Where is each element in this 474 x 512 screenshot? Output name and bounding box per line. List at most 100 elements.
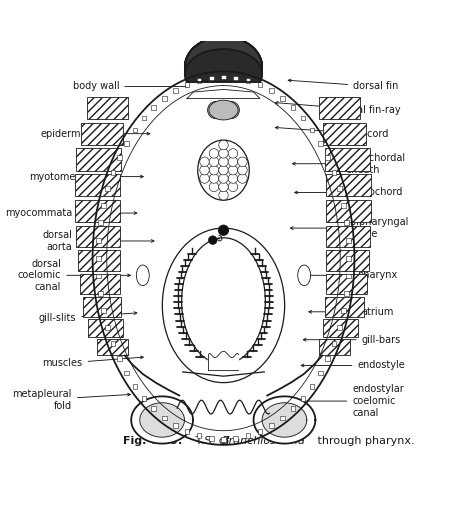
Text: notochord: notochord [295, 187, 402, 198]
Bar [75, 174, 120, 196]
Bar [291, 105, 295, 110]
Circle shape [209, 157, 219, 166]
Bar [221, 75, 226, 79]
Polygon shape [187, 90, 260, 98]
Polygon shape [185, 37, 262, 72]
Bar [105, 325, 110, 330]
Bar [310, 384, 314, 389]
Bar [233, 75, 238, 80]
FancyBboxPatch shape [215, 101, 232, 119]
Circle shape [209, 236, 217, 244]
Text: metapleural
fold: metapleural fold [13, 389, 130, 411]
Circle shape [209, 165, 219, 175]
Ellipse shape [208, 101, 224, 119]
Text: epipharyngal
groove: epipharyngal groove [291, 217, 409, 239]
Bar [76, 226, 120, 247]
Bar [346, 238, 351, 243]
Ellipse shape [298, 265, 310, 286]
Bar [82, 297, 121, 316]
Circle shape [209, 182, 219, 191]
Text: through pharynx.: through pharynx. [314, 436, 415, 446]
Ellipse shape [198, 140, 249, 200]
Bar [332, 170, 337, 175]
Bar [337, 325, 342, 330]
Bar [325, 356, 330, 361]
Bar [87, 97, 128, 119]
Bar [346, 256, 351, 261]
Circle shape [228, 174, 238, 183]
Text: dorsal
aorta: dorsal aorta [42, 230, 154, 252]
Polygon shape [92, 72, 355, 445]
Circle shape [219, 190, 228, 200]
Bar [75, 200, 120, 222]
Circle shape [228, 157, 238, 166]
Circle shape [238, 157, 247, 166]
Bar [124, 141, 129, 145]
Polygon shape [185, 49, 262, 82]
Text: dorsal fin: dorsal fin [288, 79, 399, 92]
Bar [209, 436, 214, 441]
Bar [323, 319, 358, 337]
Text: pharynx: pharynx [304, 270, 398, 280]
Ellipse shape [182, 238, 265, 365]
Bar [105, 186, 110, 191]
Bar [162, 96, 167, 101]
Bar [269, 423, 274, 428]
Bar [246, 78, 250, 83]
Bar [133, 384, 137, 389]
Bar [257, 429, 262, 434]
Circle shape [200, 174, 209, 183]
Bar [341, 308, 346, 313]
Bar [173, 89, 178, 93]
Bar [326, 250, 369, 271]
Bar [301, 396, 305, 400]
Bar [301, 116, 305, 120]
Bar [326, 273, 367, 294]
Bar [269, 89, 274, 93]
Bar [326, 174, 371, 196]
Bar [80, 273, 120, 294]
Bar [185, 82, 190, 87]
Text: nerve cord: nerve cord [275, 126, 388, 139]
Bar [280, 416, 285, 420]
Text: epidermis: epidermis [41, 129, 150, 139]
Ellipse shape [137, 265, 149, 286]
Circle shape [200, 157, 209, 166]
Text: myotomes: myotomes [29, 172, 143, 182]
Bar [326, 226, 370, 247]
Bar [78, 250, 120, 271]
Bar [101, 308, 106, 313]
Polygon shape [262, 403, 307, 437]
Circle shape [228, 148, 238, 158]
Text: endostylar
coelomic
canal: endostylar coelomic canal [297, 385, 404, 418]
Text: Fig. 6.19.: Fig. 6.19. [123, 436, 182, 446]
Bar [88, 319, 123, 337]
Polygon shape [107, 86, 340, 431]
Circle shape [238, 165, 247, 175]
Ellipse shape [162, 228, 285, 382]
Bar [318, 141, 323, 145]
Bar [344, 291, 349, 296]
Bar [133, 127, 137, 133]
Bar [96, 273, 101, 278]
Bar [341, 203, 346, 208]
Bar [318, 371, 323, 375]
Bar [233, 436, 238, 441]
Bar [319, 339, 350, 355]
Text: notochordal
sheath: notochordal sheath [292, 153, 405, 175]
Bar [185, 429, 190, 434]
Bar [142, 116, 146, 120]
Bar [344, 221, 349, 225]
Bar [325, 155, 330, 160]
Bar [173, 423, 178, 428]
Bar [337, 186, 342, 191]
Bar [96, 238, 101, 243]
Bar [117, 356, 122, 361]
Text: gill-bars: gill-bars [303, 335, 401, 345]
Circle shape [209, 148, 219, 158]
Circle shape [228, 165, 238, 175]
Circle shape [219, 225, 228, 236]
Circle shape [238, 174, 247, 183]
Bar [152, 105, 156, 110]
Circle shape [219, 165, 228, 175]
